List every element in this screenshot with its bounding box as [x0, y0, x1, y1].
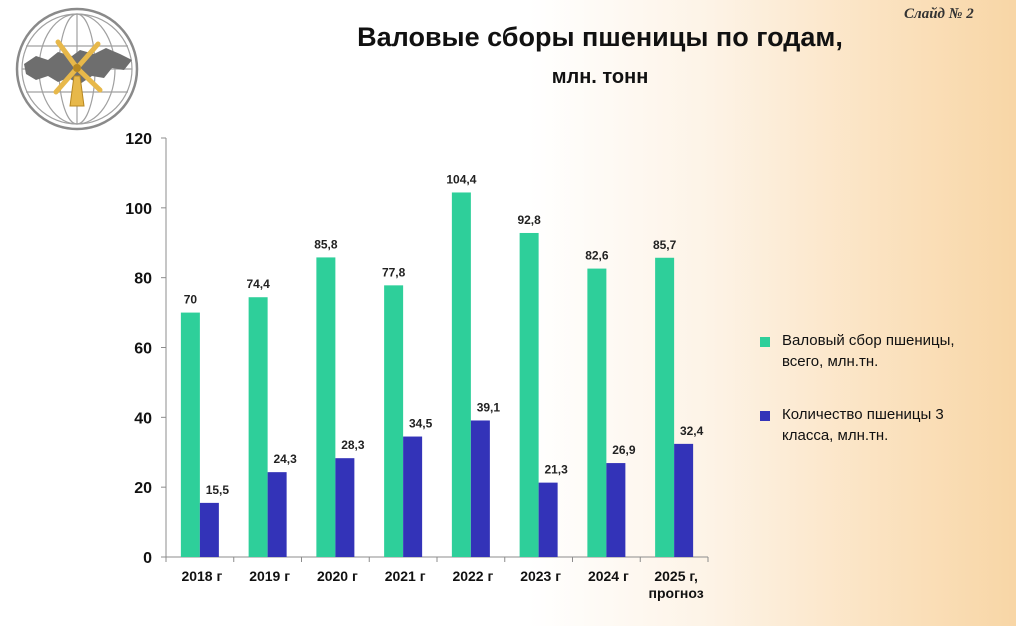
x-tick-label: 2024 г: [588, 568, 629, 584]
data-label-class3: 15,5: [206, 483, 230, 497]
x-tick-label: 2021 г: [385, 568, 426, 584]
data-label-total: 85,7: [653, 238, 677, 252]
data-label-total: 70: [184, 293, 198, 307]
chart-title: Валовые сборы пшеницы по годам,: [357, 22, 843, 52]
bar-class3: [267, 472, 287, 557]
legend-label-class3-line1: Количество пшеницы 3: [782, 406, 944, 423]
y-tick-label: 80: [134, 271, 152, 288]
x-tick-label: 2022 г: [452, 568, 493, 584]
legend-label-class3-line2: класса, млн.тн.: [782, 427, 889, 444]
bar-total: [248, 297, 268, 557]
y-tick-label: 40: [134, 410, 152, 427]
y-tick-label: 0: [143, 550, 152, 567]
y-tick-label: 100: [125, 201, 152, 218]
data-label-total: 92,8: [517, 213, 541, 227]
chart-subtitle: млн. тонн: [551, 66, 649, 88]
legend-swatch-class3: [760, 411, 770, 421]
data-label-total: 85,8: [314, 237, 338, 251]
legend: Валовый сбор пшеницы, всего, млн.тн. Кол…: [760, 330, 1000, 478]
bar-class3: [335, 458, 355, 557]
y-tick-label: 120: [125, 131, 152, 148]
x-tick-label: прогноз: [649, 585, 704, 601]
legend-item-total: Валовый сбор пшеницы, всего, млн.тн.: [760, 330, 1000, 372]
y-tick-label: 20: [134, 480, 152, 497]
x-tick-label: 2019 г: [249, 568, 290, 584]
bar-total: [384, 285, 404, 557]
data-label-class3: 21,3: [544, 463, 568, 477]
globe-windmill-logo: [15, 7, 139, 131]
y-tick-label: 60: [134, 341, 152, 358]
bar-class3: [199, 502, 219, 557]
data-label-class3: 24,3: [273, 452, 297, 466]
legend-label-total-line1: Валовый сбор пшеницы,: [782, 332, 955, 349]
x-tick-label: 2025 г,: [654, 568, 698, 584]
data-label-total: 77,8: [382, 265, 406, 279]
legend-swatch-total: [760, 337, 770, 347]
slide-number: Слайд № 2: [904, 6, 974, 22]
data-label-total: 74,4: [246, 277, 270, 291]
data-label-total: 82,6: [585, 249, 609, 263]
bar-total: [587, 268, 607, 557]
bar-class3: [674, 443, 694, 557]
data-label-class3: 28,3: [341, 438, 365, 452]
data-label-class3: 26,9: [612, 443, 636, 457]
bar-class3: [403, 436, 423, 557]
bar-total: [180, 312, 200, 557]
bar-total: [655, 257, 675, 557]
bar-class3: [606, 463, 626, 557]
bar-total: [451, 192, 471, 557]
bar-class3: [470, 420, 490, 557]
data-label-class3: 32,4: [680, 424, 704, 438]
data-label-class3: 34,5: [409, 417, 433, 431]
bar-class3: [538, 482, 558, 557]
x-tick-label: 2020 г: [317, 568, 358, 584]
x-tick-label: 2018 г: [181, 568, 222, 584]
data-label-total: 104,4: [446, 172, 476, 186]
x-tick-label: 2023 г: [520, 568, 561, 584]
legend-item-class3: Количество пшеницы 3 класса, млн.тн.: [760, 404, 1000, 446]
bar-total: [519, 232, 539, 557]
bar-total: [316, 257, 336, 557]
legend-label-total-line2: всего, млн.тн.: [782, 353, 879, 370]
data-label-class3: 39,1: [477, 400, 501, 414]
